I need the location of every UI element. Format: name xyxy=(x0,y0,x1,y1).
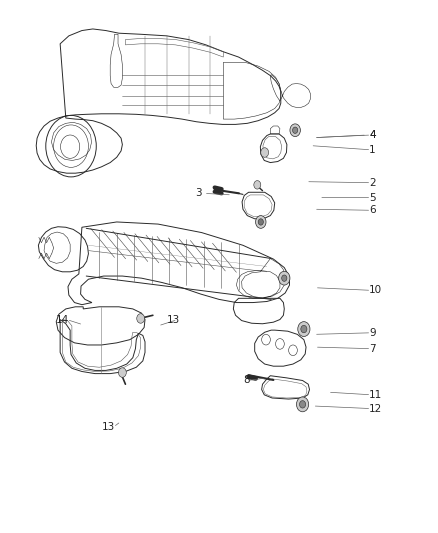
Circle shape xyxy=(293,127,298,133)
Circle shape xyxy=(118,368,126,377)
Text: 14: 14 xyxy=(56,314,69,325)
Text: 3: 3 xyxy=(195,188,201,198)
Text: 13: 13 xyxy=(102,422,116,432)
Text: 4: 4 xyxy=(369,130,376,140)
Circle shape xyxy=(279,271,290,285)
Text: 12: 12 xyxy=(369,403,382,414)
Circle shape xyxy=(300,401,306,408)
Circle shape xyxy=(297,397,309,412)
Circle shape xyxy=(290,124,300,136)
Circle shape xyxy=(137,314,145,323)
Circle shape xyxy=(255,216,266,228)
Text: 4: 4 xyxy=(369,130,376,140)
Text: 13: 13 xyxy=(166,314,180,325)
Text: 2: 2 xyxy=(369,177,376,188)
Text: 9: 9 xyxy=(369,328,376,338)
Text: 10: 10 xyxy=(369,285,382,295)
Text: 11: 11 xyxy=(369,390,382,400)
Circle shape xyxy=(301,325,307,333)
Circle shape xyxy=(254,181,261,189)
Circle shape xyxy=(261,148,268,157)
Text: 5: 5 xyxy=(369,192,376,203)
Circle shape xyxy=(258,219,263,225)
Circle shape xyxy=(282,275,287,281)
Text: 7: 7 xyxy=(369,344,376,354)
Text: 1: 1 xyxy=(369,145,376,155)
Text: 8: 8 xyxy=(243,375,250,385)
Circle shape xyxy=(298,321,310,336)
Text: 6: 6 xyxy=(369,205,376,215)
